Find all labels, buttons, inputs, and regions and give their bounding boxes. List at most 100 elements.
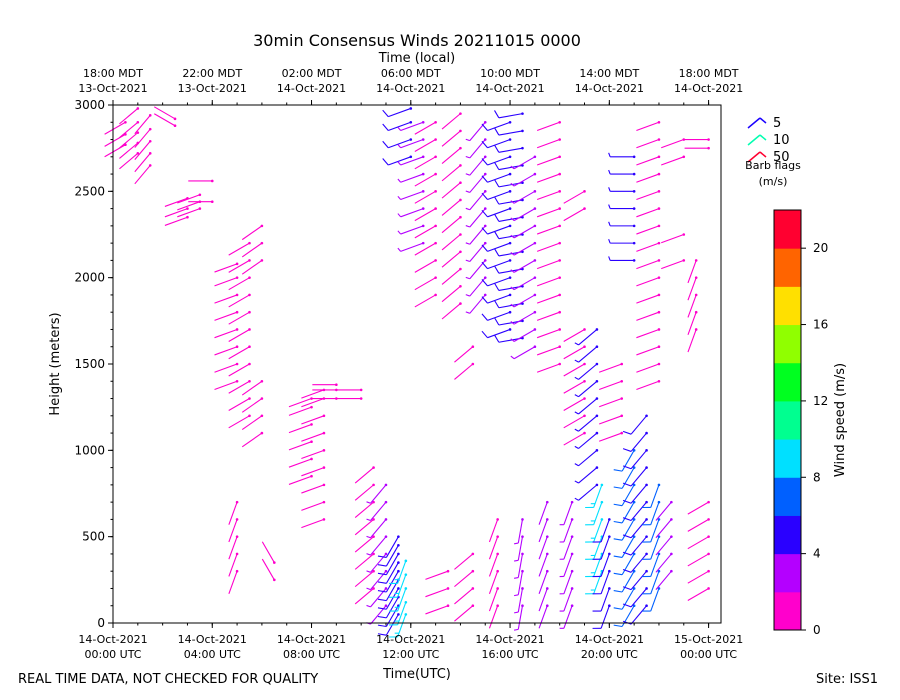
barb-shaft	[636, 311, 660, 321]
barb-shaft	[661, 259, 684, 270]
barb-shaft	[441, 251, 461, 268]
barb-shaft	[536, 173, 560, 183]
top-tick-label: 22:00 MDT	[182, 67, 242, 80]
wind-barb	[598, 431, 624, 442]
wind-barb	[574, 397, 599, 415]
barb-station-dot	[533, 310, 537, 314]
barb-station-dot	[533, 172, 537, 176]
barb-station-dot	[384, 587, 388, 590]
barb-shaft	[687, 518, 709, 532]
x-tick-label: 14-Oct-2021	[475, 633, 544, 646]
legend-barb-swatch	[747, 151, 761, 163]
wind-barb	[592, 535, 611, 560]
y-tick-label: 1500	[74, 357, 105, 371]
wind-barb	[538, 535, 549, 560]
barb-station-dot	[322, 449, 326, 452]
barb-station-dot	[508, 310, 512, 314]
barb-shaft	[600, 519, 610, 543]
barb-shaft	[241, 432, 263, 448]
barb-shaft	[513, 277, 536, 291]
barb-shaft	[164, 197, 188, 207]
barb-station-dot	[558, 190, 561, 193]
barb-shaft	[370, 484, 387, 504]
top-tick-label: 14-Oct-2021	[376, 82, 445, 95]
barb-station-dot	[583, 207, 586, 210]
barb-shaft	[414, 259, 436, 273]
barb-station-dot	[600, 500, 604, 504]
barb-shaft	[228, 346, 250, 360]
barb-station-dot	[657, 379, 661, 383]
wind-barb	[228, 345, 251, 360]
barb-tick	[622, 603, 632, 608]
barb-station-dot	[583, 414, 586, 418]
barb-tick	[622, 482, 632, 487]
barb-station-dot	[322, 414, 326, 418]
barb-shaft	[454, 363, 474, 380]
barb-half-tick	[514, 628, 519, 631]
barb-shaft	[536, 277, 560, 287]
barb-station-dot	[508, 241, 512, 245]
wind-barb	[574, 362, 599, 380]
wind-barb	[377, 561, 400, 584]
barb-station-dot	[235, 518, 239, 521]
barb-shaft	[487, 190, 511, 201]
barb-station-dot	[248, 397, 251, 400]
wind-barb	[622, 569, 648, 591]
wind-barb	[228, 293, 251, 308]
barb-tick	[494, 265, 500, 274]
y-tick-label: 2000	[74, 271, 105, 285]
wind-barb	[397, 120, 425, 131]
barb-station-dot	[459, 146, 462, 150]
wind-barb	[441, 181, 462, 199]
barb-shaft	[385, 545, 399, 567]
barb-shaft	[119, 121, 139, 139]
wind-barb	[414, 293, 437, 308]
barb-station-dot	[657, 587, 661, 590]
wind-barb	[536, 138, 561, 149]
barb-shaft	[513, 311, 536, 325]
wind-barb	[228, 518, 239, 543]
wind-barb	[510, 172, 537, 187]
barb-shaft	[354, 501, 374, 518]
barb-station-dot	[198, 207, 202, 210]
barb-shaft	[385, 536, 399, 558]
barb-station-dot	[496, 535, 499, 538]
barb-station-dot	[260, 224, 264, 228]
barb-station-dot	[707, 552, 710, 556]
wind-barb	[574, 379, 599, 398]
barb-station-dot	[657, 552, 661, 556]
barb-station-dot	[372, 483, 375, 487]
wind-barb	[134, 164, 152, 185]
wind-barb	[481, 328, 512, 339]
wind-barb	[661, 138, 686, 149]
wind-barb	[241, 241, 264, 258]
barb-station-dot	[248, 328, 251, 331]
barb-shaft	[538, 536, 548, 560]
colorbar-label: Wind speed (m/s)	[833, 363, 848, 477]
barb-shaft	[536, 259, 560, 270]
barb-shaft	[488, 588, 499, 612]
barb-station-dot	[397, 613, 400, 616]
wind-barb	[622, 518, 648, 539]
wind-barb	[488, 535, 499, 560]
barb-shaft	[636, 328, 660, 339]
wind-barb	[536, 120, 561, 131]
wind-barb	[397, 172, 425, 183]
barb-shaft	[354, 553, 374, 570]
barb-station-dot	[632, 535, 636, 538]
barb-shaft	[400, 156, 424, 166]
wind-barb	[414, 155, 437, 170]
wind-barb	[228, 379, 251, 394]
barb-shaft	[636, 294, 660, 304]
wind-barb	[481, 241, 512, 252]
barb-shaft	[538, 605, 548, 629]
barb-half-tick	[608, 204, 611, 209]
wind-barb	[613, 466, 636, 489]
barb-station-dot	[471, 587, 475, 590]
barb-shaft	[630, 484, 647, 504]
wind-barb	[214, 262, 239, 273]
barb-station-dot	[620, 414, 624, 418]
barb-tick	[494, 213, 500, 222]
barb-station-dot	[632, 483, 636, 487]
barb-shaft	[621, 467, 635, 489]
